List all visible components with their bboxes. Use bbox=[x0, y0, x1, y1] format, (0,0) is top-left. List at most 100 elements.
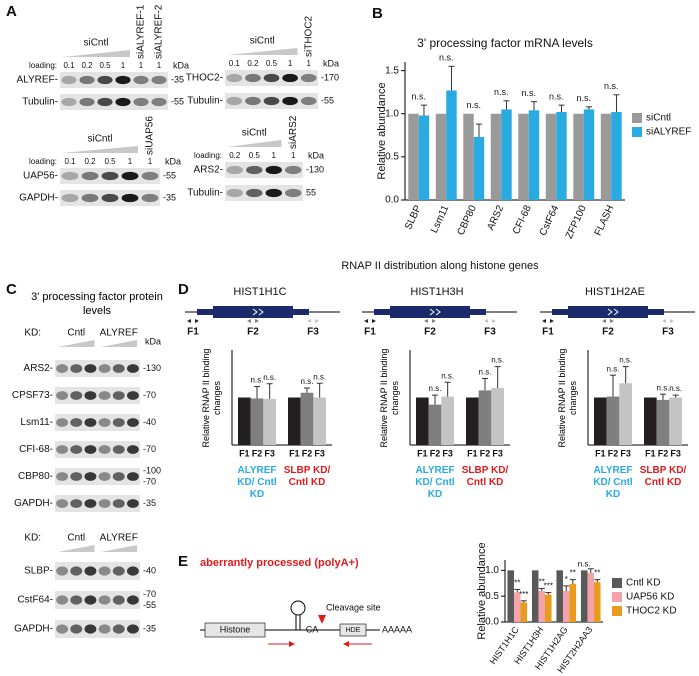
blot-band bbox=[265, 165, 282, 175]
primer-label: F2 bbox=[247, 327, 259, 338]
bar-label: F3 bbox=[264, 448, 275, 458]
loading-ramp bbox=[227, 140, 282, 147]
blot-band bbox=[97, 75, 113, 85]
bar bbox=[501, 109, 512, 200]
primer-label: F2 bbox=[602, 327, 614, 338]
blot-band bbox=[121, 171, 139, 181]
row-label: GAPDH- bbox=[19, 193, 58, 204]
bar bbox=[606, 396, 620, 445]
bar bbox=[611, 112, 622, 200]
significance: n.s. bbox=[439, 53, 454, 63]
lane-label: siTHOC2 bbox=[303, 15, 314, 57]
gene-cds bbox=[213, 306, 293, 318]
blot-band bbox=[56, 445, 69, 454]
significance: n.s. bbox=[549, 92, 564, 102]
loading-ramp bbox=[62, 50, 130, 57]
bar bbox=[463, 113, 474, 200]
primer-label: F3 bbox=[484, 327, 496, 338]
primer-label: F2 bbox=[424, 327, 436, 338]
bar bbox=[538, 591, 546, 622]
category-label: ALYREF KD/ Cntl KD bbox=[593, 465, 633, 500]
blot-band bbox=[98, 418, 111, 427]
bar bbox=[435, 113, 447, 200]
bar bbox=[556, 570, 563, 622]
loading-value: 0.2 bbox=[247, 59, 259, 68]
significance: n.s. bbox=[578, 559, 591, 568]
blot-band bbox=[126, 391, 139, 400]
bar bbox=[656, 399, 670, 445]
bar-label: F3 bbox=[620, 448, 631, 458]
blot-band bbox=[112, 418, 125, 427]
x-tick-label: FLASH bbox=[593, 204, 617, 238]
gene-direction bbox=[435, 308, 441, 316]
bar-label: F2 bbox=[302, 448, 313, 458]
bar-label: F1 bbox=[239, 448, 250, 458]
blot-band bbox=[112, 499, 125, 508]
blot-band bbox=[97, 97, 113, 107]
bar bbox=[418, 115, 430, 200]
bar bbox=[594, 397, 607, 445]
significance: n.s. bbox=[441, 371, 454, 380]
significance: ** bbox=[539, 578, 545, 587]
row-label: SLBP- bbox=[24, 566, 53, 577]
row-label: CBP80- bbox=[18, 471, 53, 482]
blot-band bbox=[84, 445, 97, 454]
row-label: GAPDH- bbox=[14, 624, 53, 635]
cleavage-label: Cleavage site bbox=[326, 602, 381, 612]
kda-marker: -35 bbox=[163, 192, 176, 202]
blot-band bbox=[246, 165, 263, 175]
blot-band bbox=[56, 566, 69, 576]
bar bbox=[531, 570, 539, 622]
blot-band bbox=[246, 188, 263, 198]
blot-band bbox=[226, 165, 243, 175]
blot-band bbox=[56, 624, 69, 634]
blot-band bbox=[98, 364, 111, 373]
primer-label: F3 bbox=[662, 327, 674, 338]
blot-band bbox=[151, 97, 167, 107]
legend-swatch bbox=[612, 592, 622, 602]
blot-band bbox=[263, 73, 280, 83]
blot-band bbox=[98, 499, 111, 508]
kda-marker: -130 bbox=[143, 363, 161, 373]
kda-label: kDa bbox=[323, 58, 339, 68]
significance: n.s. bbox=[491, 356, 504, 365]
blot-band bbox=[141, 171, 159, 181]
legend-label: THOC2 KD bbox=[626, 606, 677, 617]
hairpin-loop bbox=[290, 600, 306, 616]
row-label: Lsm11- bbox=[20, 417, 53, 428]
kda-marker: -35 bbox=[171, 74, 184, 84]
kda-marker: -55 bbox=[321, 95, 334, 105]
gene-cds bbox=[568, 306, 648, 318]
loading-value: 0.1 bbox=[229, 59, 241, 68]
significance: n.s. bbox=[479, 368, 492, 377]
blot-band bbox=[84, 364, 97, 373]
significance: n.s. bbox=[313, 372, 326, 381]
significance: n.s. bbox=[251, 376, 264, 385]
significance: ** bbox=[594, 569, 600, 578]
legend-label: siCntl bbox=[646, 113, 671, 124]
kd-label: KD: bbox=[24, 533, 41, 544]
bar bbox=[250, 398, 264, 445]
lane-label: siARS2 bbox=[288, 115, 299, 149]
blot-band bbox=[133, 97, 149, 107]
x-tick-label: CstF64 bbox=[538, 203, 562, 237]
x-tick-label: Lsm11 bbox=[429, 203, 452, 235]
bar bbox=[600, 113, 612, 200]
y-axis-label: Relative RNAP II binding changes bbox=[201, 348, 222, 447]
kda-marker: -170 bbox=[321, 72, 339, 82]
loading-label: loading: bbox=[29, 61, 57, 70]
blot-band bbox=[121, 193, 139, 203]
blot-band bbox=[98, 391, 111, 400]
panel-title: RNAP II distribution along histone genes bbox=[341, 260, 539, 272]
primer bbox=[484, 319, 488, 323]
bar bbox=[300, 392, 314, 445]
bar bbox=[545, 113, 557, 200]
blot-band bbox=[112, 364, 125, 373]
loading-value: 0.5 bbox=[249, 151, 261, 160]
blot-band bbox=[84, 472, 97, 481]
blot-band bbox=[84, 595, 97, 605]
bar-label: F3 bbox=[670, 448, 681, 458]
blot-band bbox=[112, 445, 125, 454]
bar bbox=[587, 572, 595, 622]
bar bbox=[466, 397, 479, 445]
